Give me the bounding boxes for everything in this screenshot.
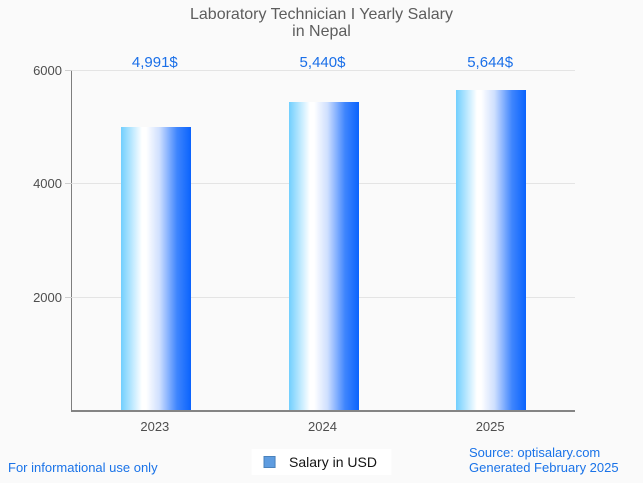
chart-title-line1: Laboratory Technician I Yearly Salary (190, 6, 453, 23)
y-axis-label-4000: 4000 (33, 176, 62, 192)
bar-2024[interactable] (288, 101, 359, 410)
chart-title: Laboratory Technician I Yearly Salary in… (0, 6, 643, 40)
x-axis-label-2024: 2024 (308, 419, 337, 434)
generated-text: Generated February 2025 (469, 460, 619, 475)
value-label-2025: 5,644$ (467, 54, 514, 71)
y-axis-label-2000: 2000 (33, 289, 62, 305)
value-label-2023: 4,991$ (131, 54, 178, 71)
x-axis-label-2023: 2023 (140, 419, 170, 434)
value-label-2024: 5,440$ (299, 54, 346, 71)
bar-2025[interactable] (456, 90, 527, 410)
chart-title-line2: in Nepal (292, 23, 351, 40)
x-axis-label-2025: 2025 (475, 419, 505, 434)
legend-label: Salary in USD (289, 454, 377, 470)
y-axis-label-6000: 6000 (33, 63, 62, 78)
legend: Salary in USD (251, 449, 392, 475)
y-axis-tick-6000 (65, 70, 72, 71)
y-axis-tick-2000 (65, 296, 72, 298)
legend-swatch-icon (263, 456, 276, 468)
y-axis-tick-4000 (65, 183, 72, 185)
disclaimer-text: For informational use only (8, 460, 158, 475)
plot-area: 2000 4000 6000 (33, 63, 575, 412)
gridline-6000 (72, 70, 575, 71)
source-link[interactable]: Source: optisalary.com (469, 445, 601, 460)
source-block: Source: optisalary.com Generated Februar… (469, 445, 619, 475)
bar-2023[interactable] (120, 127, 191, 410)
